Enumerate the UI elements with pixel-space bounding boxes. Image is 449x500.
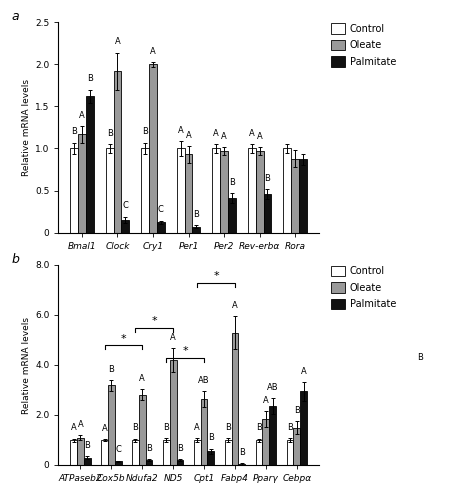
- Bar: [84, 458, 91, 465]
- Bar: [70, 148, 78, 232]
- Bar: [228, 198, 236, 232]
- Text: C: C: [115, 446, 121, 454]
- Text: *: *: [182, 346, 188, 356]
- Bar: [170, 360, 176, 465]
- Bar: [176, 460, 183, 465]
- Text: B: B: [163, 423, 169, 432]
- Text: C: C: [158, 206, 164, 214]
- Bar: [106, 148, 114, 232]
- Bar: [201, 399, 207, 465]
- Text: B: B: [239, 448, 245, 457]
- Bar: [78, 134, 86, 232]
- Bar: [139, 394, 145, 465]
- Text: *: *: [120, 334, 126, 344]
- Text: B: B: [87, 74, 92, 84]
- Text: A: A: [139, 374, 145, 383]
- Bar: [70, 440, 77, 465]
- Text: *: *: [213, 271, 219, 281]
- Text: C: C: [123, 201, 128, 210]
- Y-axis label: Relative mRNA levels: Relative mRNA levels: [22, 79, 31, 176]
- Text: A: A: [257, 132, 263, 140]
- Bar: [193, 226, 200, 232]
- Text: B: B: [194, 210, 199, 218]
- Text: B: B: [256, 424, 262, 432]
- Bar: [286, 440, 293, 465]
- Bar: [145, 460, 152, 465]
- Bar: [212, 148, 220, 232]
- Bar: [157, 222, 165, 232]
- Bar: [114, 71, 121, 233]
- Bar: [194, 440, 201, 465]
- Bar: [269, 406, 276, 465]
- Text: B: B: [229, 178, 235, 186]
- Text: b: b: [12, 253, 19, 266]
- Bar: [248, 148, 256, 232]
- Text: A: A: [186, 130, 191, 140]
- Text: B: B: [177, 444, 183, 453]
- Text: B: B: [108, 364, 114, 374]
- Text: A: A: [79, 110, 85, 120]
- Bar: [220, 151, 228, 232]
- Bar: [86, 96, 94, 232]
- Bar: [163, 440, 170, 465]
- Text: A: A: [232, 301, 238, 310]
- Text: A: A: [178, 126, 184, 134]
- Text: B: B: [225, 423, 231, 432]
- Legend: Control, Oleate, Palmitate: Control, Oleate, Palmitate: [331, 266, 396, 310]
- Bar: [300, 391, 307, 465]
- Bar: [177, 148, 185, 232]
- Legend: Control, Oleate, Palmitate: Control, Oleate, Palmitate: [331, 23, 396, 66]
- Bar: [149, 64, 157, 232]
- Bar: [185, 154, 193, 232]
- Text: a: a: [12, 10, 19, 23]
- Text: B: B: [142, 128, 148, 136]
- Text: AB: AB: [198, 376, 210, 385]
- Bar: [114, 461, 122, 465]
- Text: A: A: [170, 333, 176, 342]
- Text: A: A: [78, 420, 83, 429]
- Text: B: B: [146, 444, 152, 453]
- Y-axis label: Relative mRNA levels: Relative mRNA levels: [22, 316, 31, 414]
- Text: A: A: [213, 129, 219, 138]
- Bar: [263, 419, 269, 465]
- Bar: [121, 220, 129, 232]
- Text: B: B: [132, 424, 138, 432]
- Text: B: B: [264, 174, 270, 182]
- Text: A: A: [150, 46, 156, 56]
- Bar: [283, 148, 291, 232]
- Text: *: *: [151, 316, 157, 326]
- Bar: [238, 464, 245, 465]
- Text: A: A: [249, 129, 255, 138]
- Text: B: B: [107, 129, 113, 138]
- Text: B: B: [294, 406, 299, 415]
- Text: B: B: [287, 423, 293, 432]
- Bar: [132, 440, 139, 465]
- Bar: [101, 440, 108, 465]
- Bar: [207, 451, 214, 465]
- Bar: [293, 428, 300, 465]
- Text: AB: AB: [267, 383, 278, 392]
- Text: B: B: [71, 128, 77, 136]
- Text: B: B: [208, 434, 214, 442]
- Bar: [141, 148, 149, 232]
- Bar: [291, 158, 299, 232]
- Text: A: A: [263, 396, 269, 405]
- Text: B: B: [418, 353, 423, 362]
- Text: A: A: [114, 38, 120, 46]
- Text: B: B: [84, 441, 90, 450]
- Text: A: A: [71, 424, 76, 432]
- Bar: [225, 440, 232, 465]
- Bar: [256, 151, 264, 232]
- Text: A: A: [221, 132, 227, 140]
- Bar: [299, 160, 307, 232]
- Bar: [77, 438, 84, 465]
- Bar: [255, 440, 263, 465]
- Text: A: A: [194, 423, 200, 432]
- Bar: [108, 385, 114, 465]
- Bar: [232, 332, 238, 465]
- Text: A: A: [101, 424, 107, 432]
- Bar: [264, 194, 271, 232]
- Text: A: A: [301, 367, 306, 376]
